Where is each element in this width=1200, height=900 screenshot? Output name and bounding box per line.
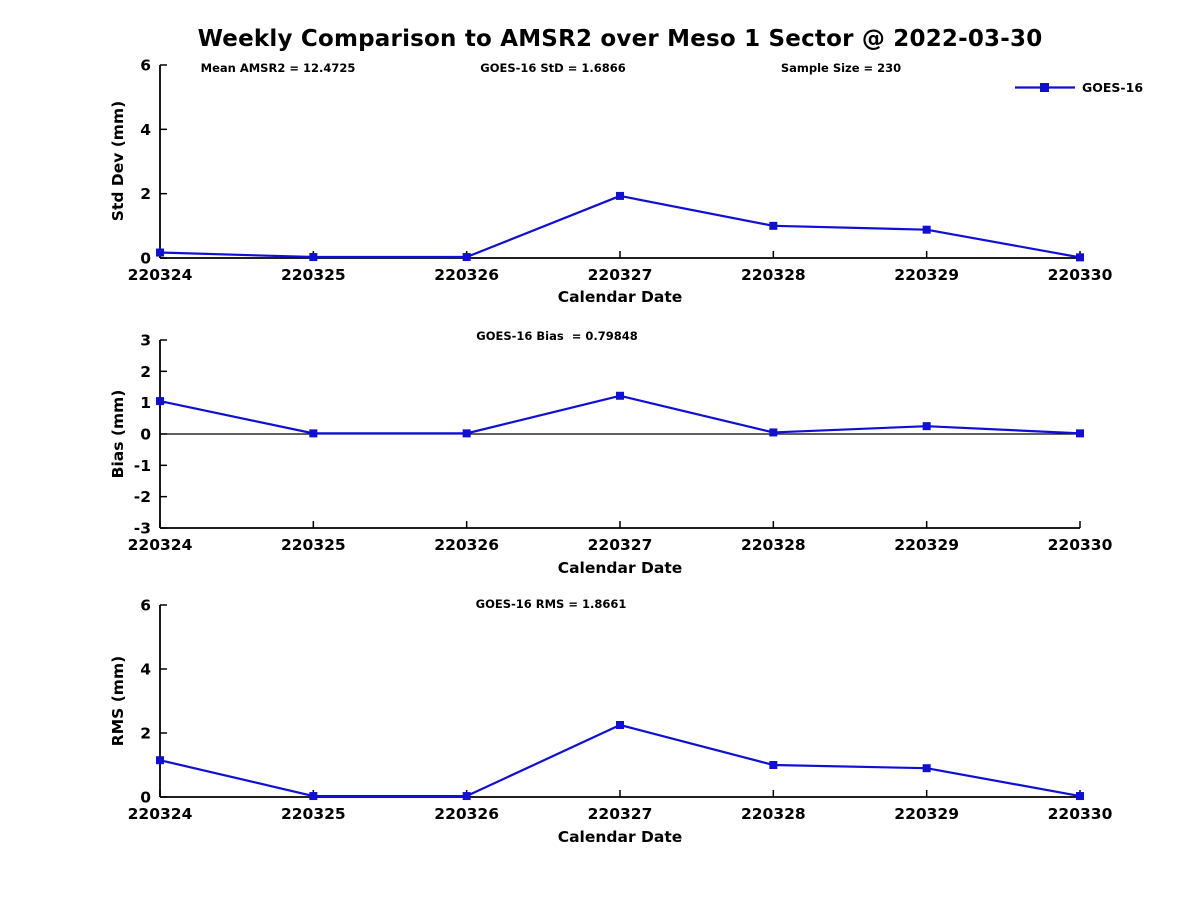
y-tick-label: 1 — [140, 394, 151, 412]
data-point-marker — [616, 191, 624, 200]
y-tick-label: 0 — [140, 250, 151, 268]
y-tick-label: 0 — [140, 426, 151, 444]
x-tick-label: 220325 — [281, 536, 346, 554]
y-tick-label: 0 — [140, 789, 151, 807]
x-tick-label: 220328 — [741, 536, 806, 554]
x-axis-label-bias: Calendar Date — [557, 559, 683, 577]
x-axis-label-rms: Calendar Date — [557, 828, 683, 846]
x-tick-label: 220327 — [588, 536, 653, 554]
data-point-marker — [1076, 429, 1084, 438]
data-point-marker — [156, 248, 164, 257]
y-tick-label: 6 — [140, 57, 151, 75]
y-axis-label-bias: Bias (mm) — [109, 390, 127, 479]
data-point-marker — [156, 756, 164, 765]
data-point-marker — [769, 428, 778, 437]
data-point-marker — [462, 253, 471, 262]
y-tick-label: -2 — [134, 488, 151, 506]
data-point-marker — [616, 391, 624, 400]
x-tick-label: 220325 — [281, 266, 346, 284]
legend: GOES-16 — [1014, 80, 1143, 95]
annotation-goes16-std: GOES-16 StD = 1.6866 — [480, 61, 626, 75]
x-tick-label: 220324 — [128, 805, 193, 823]
x-tick-label: 220325 — [281, 805, 346, 823]
data-point-marker — [922, 225, 931, 234]
y-tick-label: -1 — [134, 457, 151, 475]
y-tick-label: 2 — [140, 363, 151, 381]
data-point-marker — [462, 792, 471, 801]
x-tick-label: 220329 — [894, 805, 959, 823]
data-point-marker — [156, 397, 164, 406]
data-point-marker — [769, 221, 778, 230]
data-point-marker — [462, 429, 471, 438]
subplot-title-rms: GOES-16 RMS = 1.8661 — [475, 597, 627, 611]
x-tick-label: 220327 — [588, 266, 653, 284]
data-point-marker — [769, 761, 778, 769]
legend-label: GOES-16 — [1082, 80, 1144, 95]
y-tick-label: 3 — [140, 332, 151, 350]
data-point-marker — [1076, 792, 1084, 801]
x-axis-label-stddev: Calendar Date — [557, 288, 683, 306]
annotation-sample-size: Sample Size = 230 — [780, 61, 902, 75]
x-tick-label: 220330 — [1048, 266, 1113, 284]
y-axis-label-rms: RMS (mm) — [109, 656, 127, 746]
x-tick-label: 220326 — [434, 266, 499, 284]
x-tick-label: 220329 — [894, 266, 959, 284]
y-tick-label: 2 — [140, 725, 151, 743]
series-line — [159, 194, 1081, 259]
data-point-marker — [1076, 253, 1084, 262]
subplot-title-bias: GOES-16 Bias = 0.79848 — [476, 329, 638, 343]
x-tick-label: 220330 — [1048, 536, 1113, 554]
chart-title: Weekly Comparison to AMSR2 over Meso 1 S… — [197, 26, 1043, 52]
y-tick-label: -3 — [134, 520, 151, 538]
x-tick-label: 220326 — [434, 805, 499, 823]
y-tick-label: 4 — [140, 661, 151, 679]
legend-line-sample-icon — [1015, 83, 1075, 92]
x-tick-label: 220324 — [128, 266, 193, 284]
y-tick-label: 6 — [140, 597, 151, 615]
x-tick-label: 220330 — [1048, 805, 1113, 823]
x-tick-label: 220324 — [128, 536, 193, 554]
data-point-marker — [616, 721, 624, 729]
data-point-marker — [922, 422, 931, 431]
x-tick-label: 220326 — [434, 536, 499, 554]
y-tick-label: 4 — [140, 121, 151, 139]
data-point-marker — [309, 253, 318, 262]
data-point-marker — [309, 792, 318, 801]
x-tick-label: 220328 — [741, 805, 806, 823]
series-line — [159, 723, 1081, 798]
data-point-marker — [309, 429, 318, 438]
x-tick-label: 220327 — [588, 805, 653, 823]
x-tick-label: 220328 — [741, 266, 806, 284]
x-tick-label: 220329 — [894, 536, 959, 554]
series-line — [159, 394, 1081, 435]
y-tick-label: 2 — [140, 185, 151, 203]
y-axis-label-stddev: Std Dev (mm) — [109, 101, 127, 221]
annotation-mean-amsr2: Mean AMSR2 = 12.4725 — [200, 61, 356, 75]
data-point-marker — [922, 764, 931, 773]
